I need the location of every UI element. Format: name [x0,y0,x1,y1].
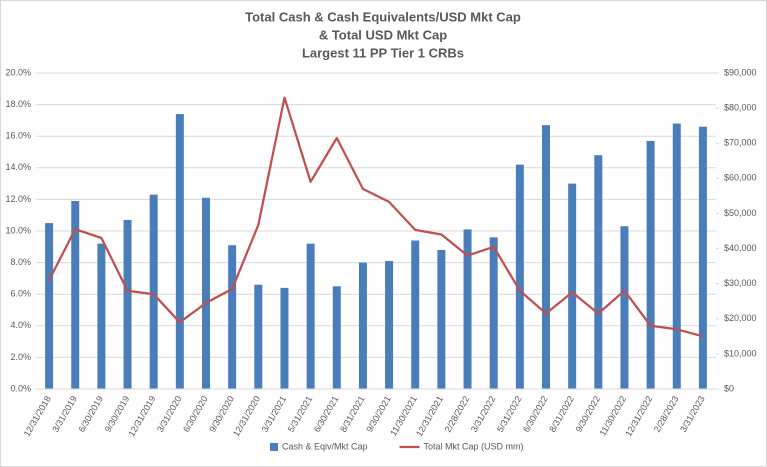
y2-tick-label: $80,000 [724,102,757,112]
bar [228,245,237,389]
bar [620,226,629,389]
y2-tick-label: $90,000 [724,67,757,77]
y-tick-label: 18.0% [5,99,31,109]
bar [568,183,577,389]
chart-title: Largest 11 PP Tier 1 CRBs [302,45,464,60]
bar [97,243,106,389]
bar [149,194,158,389]
bar [332,286,341,389]
bar [280,287,289,389]
bar [698,126,707,389]
y-tick-label: 10.0% [5,225,31,235]
bar [71,200,80,389]
bar [515,164,524,389]
chart-title: Total Cash & Cash Equivalents/USD Mkt Ca… [245,9,521,24]
y-tick-label: 14.0% [5,162,31,172]
line [48,96,704,338]
legend-label: Cash & Eqiv/Mkt Cap [282,441,368,451]
bar [489,237,498,389]
y2-tick-label: $60,000 [724,173,757,183]
bar [646,140,655,389]
y2-tick-label: $10,000 [724,348,757,358]
y-tick-label: 8.0% [10,257,31,267]
bar [385,261,394,389]
bar [254,284,263,389]
bar [672,123,681,389]
bar [594,155,603,389]
y-tick-label: 20.0% [5,67,31,77]
y-tick-label: 6.0% [10,289,31,299]
bar [123,219,132,389]
bar [358,262,367,389]
bar [175,114,184,389]
y2-tick-label: $30,000 [724,278,757,288]
y2-tick-label: $20,000 [724,313,757,323]
y-tick-label: 16.0% [5,131,31,141]
chart-title: & Total USD Mkt Cap [319,27,447,42]
legend-label: Total Mkt Cap (USD mm) [424,441,524,451]
y2-tick-label: $50,000 [724,208,757,218]
bar [411,240,420,389]
y-tick-label: 12.0% [5,194,31,204]
bar [202,197,210,389]
y2-tick-label: $40,000 [724,243,757,253]
legend-swatch [270,443,278,451]
bar [437,249,446,389]
y2-tick-label: $0 [724,383,734,393]
bar [306,243,315,389]
y-tick-label: 0.0% [10,383,31,393]
bar [542,125,550,389]
y2-tick-label: $70,000 [724,138,757,148]
bar [463,229,472,389]
y-tick-label: 4.0% [10,320,31,330]
y-tick-label: 2.0% [10,352,31,362]
bar [45,223,54,389]
